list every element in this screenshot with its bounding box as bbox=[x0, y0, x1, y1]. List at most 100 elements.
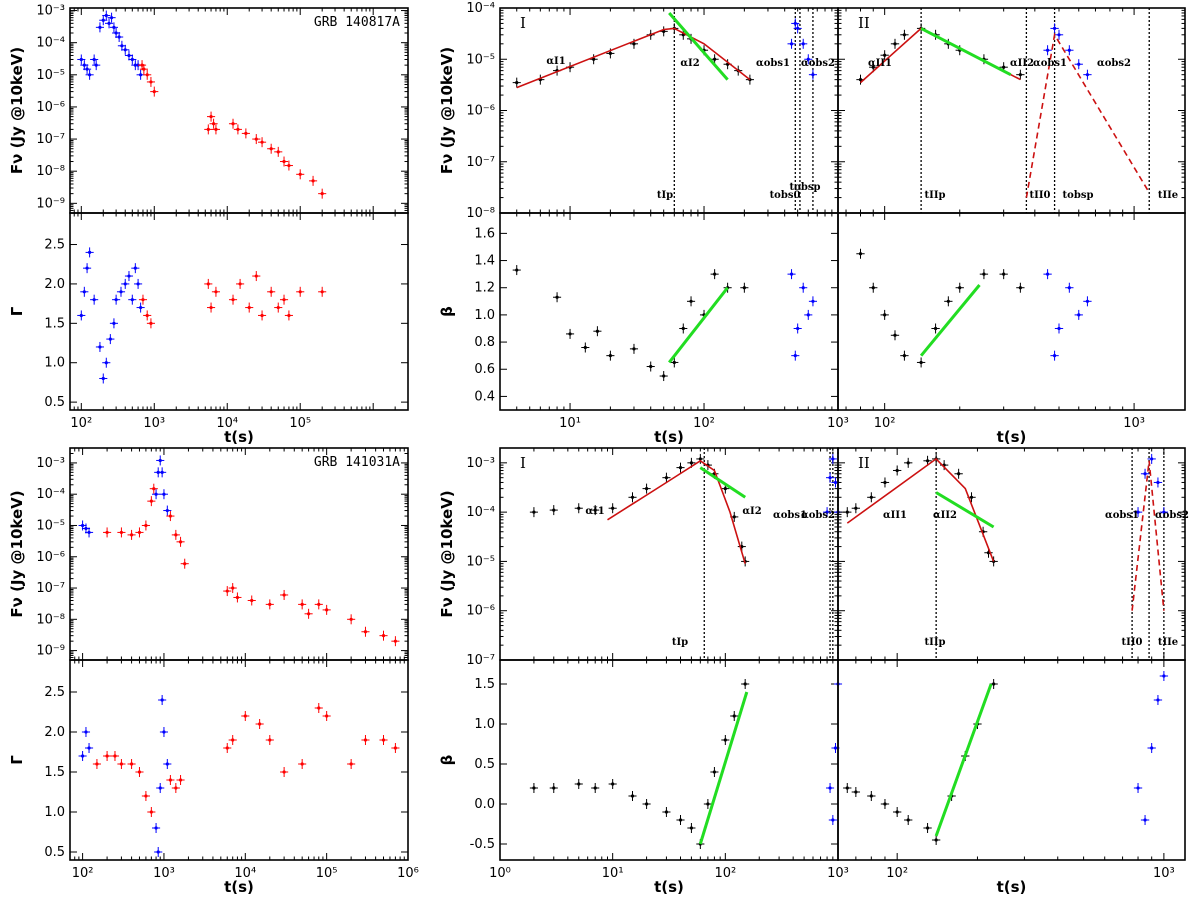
annotation: αobs2 bbox=[1155, 510, 1189, 521]
y-tick-label: 0.5 bbox=[44, 845, 65, 860]
point-dot bbox=[678, 466, 683, 470]
fit-model bbox=[846, 457, 995, 562]
x-axis-label: t(s) bbox=[224, 428, 254, 446]
point-dot bbox=[268, 602, 272, 606]
data-point bbox=[687, 823, 696, 833]
data-point bbox=[154, 847, 163, 857]
flux-axis-label: Fν (Jy @10keV) bbox=[438, 490, 456, 617]
point-dot bbox=[79, 313, 83, 318]
x-tick-label: 10² bbox=[714, 866, 736, 881]
fit-slope bbox=[698, 691, 749, 845]
flux-frame bbox=[69, 447, 409, 661]
data-point bbox=[121, 44, 130, 55]
point-dot bbox=[672, 360, 676, 365]
annotation: tobsp bbox=[1063, 190, 1094, 201]
index-frame bbox=[499, 212, 839, 411]
data-point bbox=[880, 799, 890, 809]
data-point bbox=[696, 453, 705, 464]
point-dot bbox=[854, 506, 858, 510]
point-dot bbox=[129, 762, 134, 766]
point-dot bbox=[214, 290, 218, 294]
data-point bbox=[787, 269, 796, 280]
annotation: tII0 bbox=[1122, 637, 1143, 648]
point-dot bbox=[127, 274, 131, 278]
point-dot bbox=[1162, 510, 1166, 514]
flux-frame bbox=[837, 447, 1186, 661]
data-point bbox=[1074, 309, 1083, 320]
point-dot bbox=[845, 786, 849, 790]
x-tick-label: 10¹ bbox=[559, 416, 581, 431]
data-point bbox=[608, 503, 617, 514]
data-point bbox=[808, 69, 817, 80]
data-point bbox=[92, 60, 101, 71]
data-point bbox=[279, 156, 289, 167]
point-dot bbox=[577, 506, 581, 510]
data-point bbox=[730, 711, 739, 721]
point-dot bbox=[243, 714, 247, 718]
data-point bbox=[869, 282, 878, 293]
point-dot bbox=[793, 354, 797, 358]
point-dot bbox=[98, 345, 102, 349]
data-point bbox=[258, 137, 267, 148]
panel-label: I bbox=[520, 14, 526, 32]
point-dot bbox=[363, 738, 368, 742]
data-point bbox=[116, 286, 126, 297]
data-point bbox=[104, 18, 114, 29]
data-point bbox=[152, 489, 161, 500]
point-dot bbox=[515, 268, 519, 272]
point-dot bbox=[211, 122, 216, 126]
chart-bottom-left: 10⁻⁹ 10⁻⁸ 10⁻⁷ 10⁻⁶ 10⁻⁵ 10⁻⁴ 10⁻³ Fν (Jy @10ke… bbox=[8, 447, 419, 896]
point-dot bbox=[317, 602, 321, 606]
data-point bbox=[228, 294, 238, 305]
flux-frame bbox=[499, 7, 839, 214]
point-dot bbox=[806, 313, 810, 317]
data-point bbox=[124, 271, 134, 282]
y-tick-label: 10⁻⁶ bbox=[466, 104, 495, 119]
point-dot bbox=[133, 266, 137, 270]
point-dot bbox=[254, 274, 258, 278]
data-point bbox=[1133, 507, 1143, 518]
point-dot bbox=[85, 67, 89, 71]
data-point bbox=[128, 54, 137, 65]
data-point bbox=[252, 271, 261, 282]
data-point bbox=[84, 527, 94, 538]
point-dot bbox=[120, 44, 124, 48]
annotation: tIp bbox=[672, 637, 688, 648]
annotation: tII0 bbox=[1030, 190, 1051, 201]
point-dot bbox=[114, 298, 118, 302]
y-tick-label: -0.5 bbox=[470, 837, 495, 852]
point-dot bbox=[632, 42, 636, 46]
data-point bbox=[103, 527, 112, 538]
point-dot bbox=[168, 514, 172, 518]
point-dot bbox=[698, 457, 702, 461]
data-point bbox=[1065, 45, 1074, 56]
annotation: tIp bbox=[657, 190, 673, 201]
data-point bbox=[180, 558, 189, 569]
y-tick-label: 1.0 bbox=[44, 805, 65, 820]
data-point bbox=[916, 357, 926, 368]
data-point bbox=[223, 743, 232, 753]
data-point bbox=[252, 134, 261, 145]
data-point bbox=[867, 791, 876, 801]
point-dot bbox=[608, 51, 612, 56]
data-point bbox=[549, 505, 558, 516]
data-point bbox=[279, 294, 289, 305]
y-tick-label: 10⁻³ bbox=[36, 4, 65, 19]
point-dot bbox=[789, 272, 794, 276]
data-point bbox=[662, 807, 671, 817]
point-dot bbox=[893, 333, 897, 337]
point-dot bbox=[137, 530, 142, 535]
data-point bbox=[676, 815, 685, 825]
data-point bbox=[166, 775, 175, 785]
point-dot bbox=[833, 480, 838, 485]
point-dot bbox=[644, 802, 649, 806]
data-point bbox=[141, 520, 150, 531]
data-point bbox=[379, 735, 388, 745]
data-point bbox=[115, 32, 124, 43]
point-dot bbox=[154, 492, 158, 496]
point-dot bbox=[183, 562, 187, 566]
top-mid-flux-panel: 10⁻⁸ 10⁻⁷ 10⁻⁶ 10⁻⁵ 10⁻⁴ Fν (Jy @10keV) bbox=[438, 1, 839, 221]
point-dot bbox=[139, 305, 143, 310]
y-tick-label: 10⁻⁶ bbox=[36, 100, 65, 115]
data-point bbox=[209, 118, 218, 129]
